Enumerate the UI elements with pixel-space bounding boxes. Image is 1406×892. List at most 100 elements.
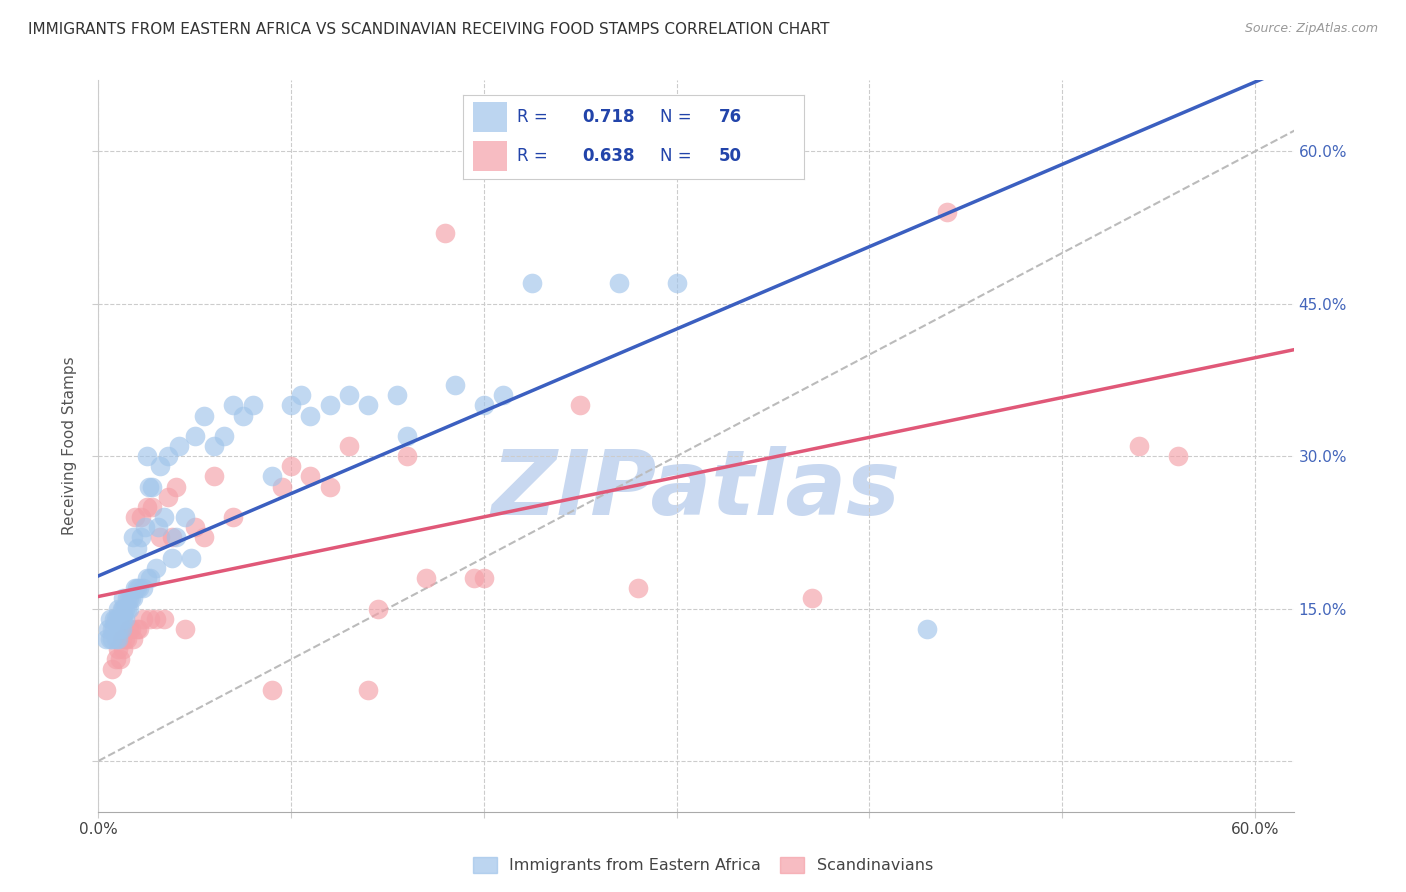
Legend: Immigrants from Eastern Africa, Scandinavians: Immigrants from Eastern Africa, Scandina…: [467, 850, 939, 880]
Point: [98, 632, 121, 646]
Point: [132, 581, 155, 595]
Point: [120, 622, 142, 636]
Point: [145, 561, 167, 575]
Point: [104, 632, 127, 646]
Point: [120, 591, 142, 606]
Point: [128, 622, 150, 636]
Point: [299, 409, 322, 423]
Point: [395, 429, 418, 443]
Point: [665, 277, 688, 291]
Point: [180, 550, 202, 565]
Point: [520, 277, 543, 291]
Point: [112, 642, 135, 657]
Point: [110, 612, 132, 626]
Point: [145, 612, 167, 626]
Point: [110, 601, 132, 615]
Point: [472, 571, 495, 585]
Point: [122, 591, 145, 606]
Point: [607, 277, 630, 291]
Point: [122, 632, 145, 646]
Point: [118, 591, 141, 606]
Point: [290, 388, 312, 402]
Point: [222, 510, 245, 524]
Point: [800, 591, 823, 606]
Point: [280, 398, 302, 412]
Point: [492, 388, 515, 402]
Point: [367, 601, 389, 615]
Point: [114, 612, 136, 626]
Point: [108, 612, 131, 626]
Point: [117, 632, 139, 646]
Point: [101, 632, 124, 646]
Point: [132, 612, 155, 626]
Point: [134, 520, 156, 534]
Point: [139, 612, 162, 626]
Point: [107, 632, 129, 646]
Point: [202, 439, 225, 453]
Point: [117, 591, 139, 606]
Point: [1167, 449, 1189, 463]
Point: [184, 520, 207, 534]
Point: [148, 520, 170, 534]
Point: [242, 398, 264, 412]
Text: Source: ZipAtlas.com: Source: ZipAtlas.com: [1244, 22, 1378, 36]
Point: [129, 510, 152, 524]
Point: [135, 571, 157, 585]
Point: [280, 459, 302, 474]
Point: [112, 612, 135, 626]
Point: [193, 530, 215, 544]
Point: [569, 398, 592, 412]
Point: [156, 490, 179, 504]
Point: [222, 398, 245, 412]
Point: [156, 449, 179, 463]
Point: [627, 581, 650, 595]
Point: [385, 388, 409, 402]
Point: [114, 601, 136, 615]
Point: [125, 622, 148, 636]
Point: [260, 682, 283, 697]
Point: [104, 612, 127, 626]
Point: [160, 550, 183, 565]
Point: [94, 682, 117, 697]
Point: [125, 581, 148, 595]
Point: [125, 541, 148, 555]
Point: [917, 622, 939, 636]
Point: [129, 530, 152, 544]
Point: [114, 632, 136, 646]
Point: [153, 510, 176, 524]
Point: [124, 581, 146, 595]
Point: [202, 469, 225, 483]
Point: [135, 449, 157, 463]
Point: [319, 480, 342, 494]
Point: [149, 530, 172, 544]
Point: [112, 601, 135, 615]
Point: [112, 591, 135, 606]
Point: [103, 612, 125, 626]
Point: [165, 530, 187, 544]
Point: [415, 571, 437, 585]
Text: ZIPatlas: ZIPatlas: [492, 446, 900, 534]
Point: [212, 429, 235, 443]
Point: [337, 388, 360, 402]
Point: [108, 652, 131, 666]
Point: [444, 378, 467, 392]
Point: [139, 571, 162, 585]
Point: [174, 622, 197, 636]
Point: [357, 398, 380, 412]
Point: [97, 622, 120, 636]
Point: [101, 622, 124, 636]
Point: [153, 612, 176, 626]
Point: [135, 500, 157, 514]
Point: [193, 409, 215, 423]
Point: [103, 622, 125, 636]
Point: [260, 469, 283, 483]
Point: [149, 459, 172, 474]
Point: [165, 480, 187, 494]
Point: [118, 622, 141, 636]
Point: [395, 449, 418, 463]
Point: [108, 622, 131, 636]
Point: [337, 439, 360, 453]
Point: [107, 601, 129, 615]
Point: [935, 205, 957, 219]
Point: [98, 612, 121, 626]
